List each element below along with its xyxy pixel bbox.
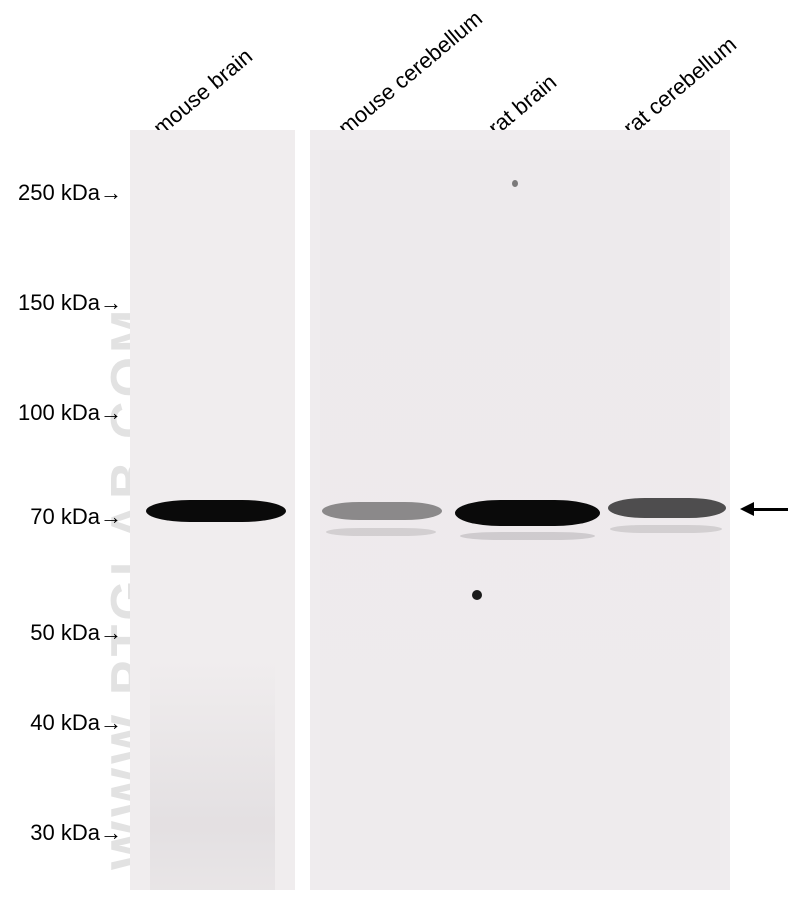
band-rat-cerebellum-70kda [608,498,726,518]
mw-label-30: 30 kDa→ [2,820,122,846]
band-shadow-3 [610,525,722,533]
arrow-line [754,508,788,511]
band-mouse-brain-70kda [146,500,286,522]
mw-label-50: 50 kDa→ [2,620,122,646]
mw-label-150: 150 kDa→ [2,290,122,316]
band-mouse-cerebellum-70kda [322,502,442,520]
lane-label-4: rat cerebellum [618,31,741,141]
artifact-spot-2 [512,180,518,187]
mw-label-250: 250 kDa→ [2,180,122,206]
mw-label-100: 100 kDa→ [2,400,122,426]
band-shadow-1 [326,528,436,536]
mw-label-70: 70 kDa→ [2,504,122,530]
lane-smear [150,660,275,890]
artifact-spot-1 [472,590,482,600]
band-rat-brain-70kda [455,500,600,526]
band-arrow-indicator [740,502,788,516]
lane-label-1: mouse brain [148,43,257,141]
mw-label-40: 40 kDa→ [2,710,122,736]
lane-label-2: mouse cerebellum [333,6,487,141]
western-blot-figure: WWW.PTGLAB.COM mouse brain mouse cerebel… [0,0,800,903]
band-shadow-2 [460,532,595,540]
arrow-head-icon [740,502,754,516]
